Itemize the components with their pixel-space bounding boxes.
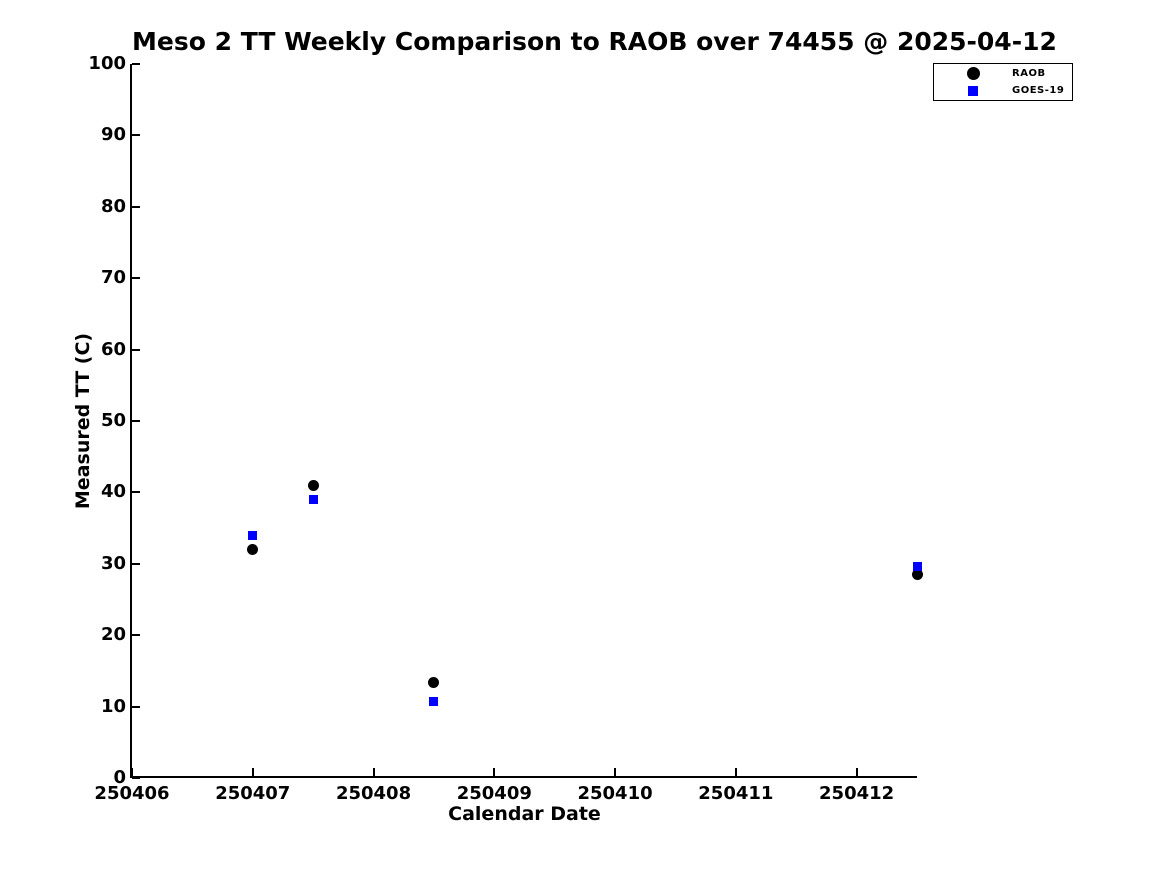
- x-tick-mark: [131, 768, 133, 776]
- data-point-goes-19: [248, 530, 258, 540]
- y-tick-mark: [132, 134, 140, 137]
- y-tick-label: 30: [100, 552, 126, 574]
- y-tick-mark: [132, 562, 140, 565]
- y-tick-mark: [132, 777, 140, 779]
- data-point-goes-19: [308, 495, 318, 505]
- y-tick-mark: [132, 205, 140, 208]
- legend-entry-raob: RAOB: [934, 67, 1072, 81]
- legend-entry-goes-19: GOES-19: [934, 84, 1072, 98]
- legend: RAOB GOES-19: [933, 63, 1073, 101]
- y-tick-mark: [132, 63, 140, 65]
- plot-area: [130, 64, 917, 778]
- x-tick-mark: [855, 768, 858, 776]
- x-tick-mark: [372, 768, 375, 776]
- y-tick-mark: [132, 348, 140, 351]
- x-axis-label: Calendar Date: [448, 803, 601, 825]
- x-tick-mark: [493, 768, 496, 776]
- legend-label: RAOB: [1012, 68, 1046, 79]
- y-tick-mark: [132, 705, 140, 708]
- x-tick-mark: [614, 768, 617, 776]
- y-tick-label: 60: [100, 338, 126, 360]
- y-tick-label: 40: [100, 481, 126, 503]
- y-tick-label: 70: [100, 267, 126, 289]
- y-tick-mark: [132, 634, 140, 637]
- x-tick-label: 250407: [215, 783, 291, 804]
- data-point-raob: [247, 544, 259, 556]
- goes-19-square-marker-icon: [968, 85, 978, 96]
- y-tick-label: 10: [100, 695, 126, 717]
- y-tick-label: 0: [113, 767, 126, 788]
- legend-marker-cell: [934, 85, 1012, 96]
- x-tick-label: 250406: [94, 783, 170, 804]
- y-tick-label: 50: [100, 410, 126, 431]
- data-point-goes-19: [429, 697, 439, 707]
- x-tick-mark: [251, 768, 254, 776]
- x-tick-label: 250411: [698, 783, 774, 804]
- x-tick-label: 250409: [456, 783, 532, 804]
- data-point-raob: [428, 676, 440, 688]
- y-tick-mark: [132, 277, 140, 280]
- x-tick-label: 250410: [577, 783, 653, 804]
- x-tick-mark: [734, 768, 737, 776]
- data-point-raob: [911, 569, 923, 580]
- legend-marker-cell: [934, 67, 1012, 80]
- y-tick-label: 90: [100, 124, 126, 146]
- raob-circle-marker-icon: [966, 67, 980, 80]
- y-tick-label: 100: [88, 53, 126, 74]
- x-tick-label: 250412: [819, 783, 895, 804]
- y-tick-label: 20: [100, 624, 126, 646]
- y-tick-mark: [132, 491, 140, 494]
- data-point-raob: [307, 479, 319, 491]
- chart-title: Meso 2 TT Weekly Comparison to RAOB over…: [132, 27, 1057, 56]
- y-tick-label: 80: [100, 195, 126, 217]
- y-tick-mark: [132, 420, 140, 422]
- legend-label: GOES-19: [1012, 85, 1065, 96]
- x-tick-label: 250408: [335, 783, 412, 804]
- data-point-goes-19: [912, 562, 922, 572]
